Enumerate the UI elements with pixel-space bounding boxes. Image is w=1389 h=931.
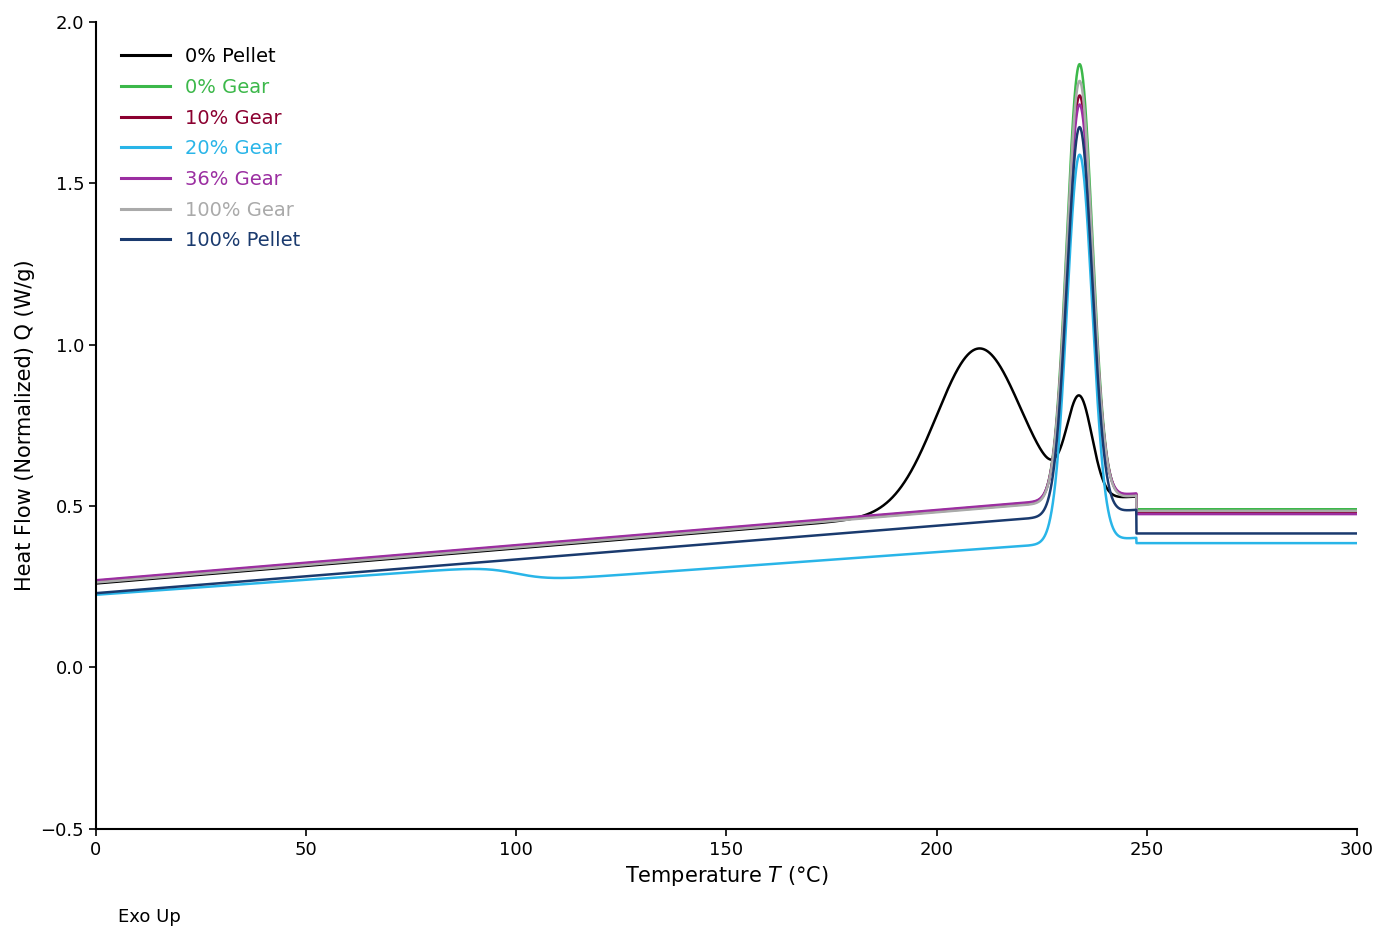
10% Gear (563, 535, 579, 546)
0% Gear (88, 576, 104, 587)
Line: 100% Pellet: 100% Pellet (96, 128, 1357, 593)
100% Pellet (1339, 528, 1356, 539)
100% Pellet (653, 542, 669, 553)
100% Pellet (1071, 122, 1088, 133)
100% Pellet (388, 563, 404, 574)
36% Gear (1339, 508, 1356, 519)
0% Pellet (381, 553, 397, 564)
20% Gear (653, 566, 669, 577)
Line: 36% Gear: 36% Gear (96, 104, 1357, 580)
20% Gear (381, 568, 397, 579)
100% Gear (1349, 506, 1365, 517)
0% Pellet (1349, 506, 1365, 518)
100% Pellet (563, 549, 579, 560)
100% Pellet (88, 587, 104, 599)
100% Gear (563, 537, 579, 548)
20% Gear (563, 573, 579, 584)
36% Gear (388, 549, 404, 560)
100% Pellet (381, 564, 397, 575)
100% Gear (653, 530, 669, 541)
36% Gear (88, 574, 104, 586)
Line: 100% Gear: 100% Gear (96, 81, 1357, 583)
0% Gear (653, 529, 669, 540)
100% Gear (381, 552, 397, 563)
0% Gear (1071, 59, 1088, 70)
100% Gear (1339, 506, 1356, 517)
20% Gear (88, 589, 104, 600)
36% Gear (563, 535, 579, 546)
10% Gear (381, 551, 397, 562)
Legend: 0% Pellet, 0% Gear, 10% Gear, 20% Gear, 36% Gear, 100% Gear, 100% Pellet: 0% Pellet, 0% Gear, 10% Gear, 20% Gear, … (106, 32, 317, 266)
10% Gear (393, 550, 410, 561)
100% Gear (1071, 75, 1088, 87)
36% Gear (653, 528, 669, 539)
0% Pellet (1339, 506, 1356, 518)
20% Gear (1349, 537, 1365, 548)
0% Gear (381, 552, 397, 563)
0% Pellet (971, 343, 988, 354)
100% Gear (88, 577, 104, 588)
0% Pellet (393, 552, 410, 563)
Text: Exo Up: Exo Up (118, 909, 181, 926)
36% Gear (393, 549, 410, 560)
Y-axis label: Heat Flow (Normalized) Q (W/g): Heat Flow (Normalized) Q (W/g) (15, 260, 35, 591)
100% Gear (393, 551, 410, 562)
0% Gear (563, 536, 579, 547)
0% Gear (1349, 504, 1365, 515)
100% Gear (388, 552, 404, 563)
0% Gear (1339, 504, 1356, 515)
Line: 0% Gear: 0% Gear (96, 64, 1357, 582)
0% Gear (388, 551, 404, 562)
20% Gear (1071, 149, 1088, 160)
10% Gear (653, 528, 669, 539)
0% Pellet (88, 578, 104, 589)
Line: 10% Gear: 10% Gear (96, 96, 1357, 581)
10% Gear (1071, 90, 1088, 101)
0% Gear (393, 551, 410, 562)
20% Gear (388, 568, 404, 579)
100% Pellet (1349, 528, 1365, 539)
0% Pellet (563, 538, 579, 549)
X-axis label: Temperature $T$ (°C): Temperature $T$ (°C) (625, 864, 828, 888)
10% Gear (1339, 507, 1356, 519)
10% Gear (1349, 507, 1365, 519)
10% Gear (88, 575, 104, 587)
0% Pellet (653, 531, 669, 542)
Line: 0% Pellet: 0% Pellet (96, 348, 1357, 584)
36% Gear (1071, 99, 1088, 110)
20% Gear (1339, 537, 1356, 548)
36% Gear (381, 550, 397, 561)
100% Pellet (393, 563, 410, 574)
Line: 20% Gear: 20% Gear (96, 155, 1357, 595)
36% Gear (1349, 508, 1365, 519)
10% Gear (388, 550, 404, 561)
0% Pellet (388, 553, 404, 564)
20% Gear (393, 567, 410, 578)
